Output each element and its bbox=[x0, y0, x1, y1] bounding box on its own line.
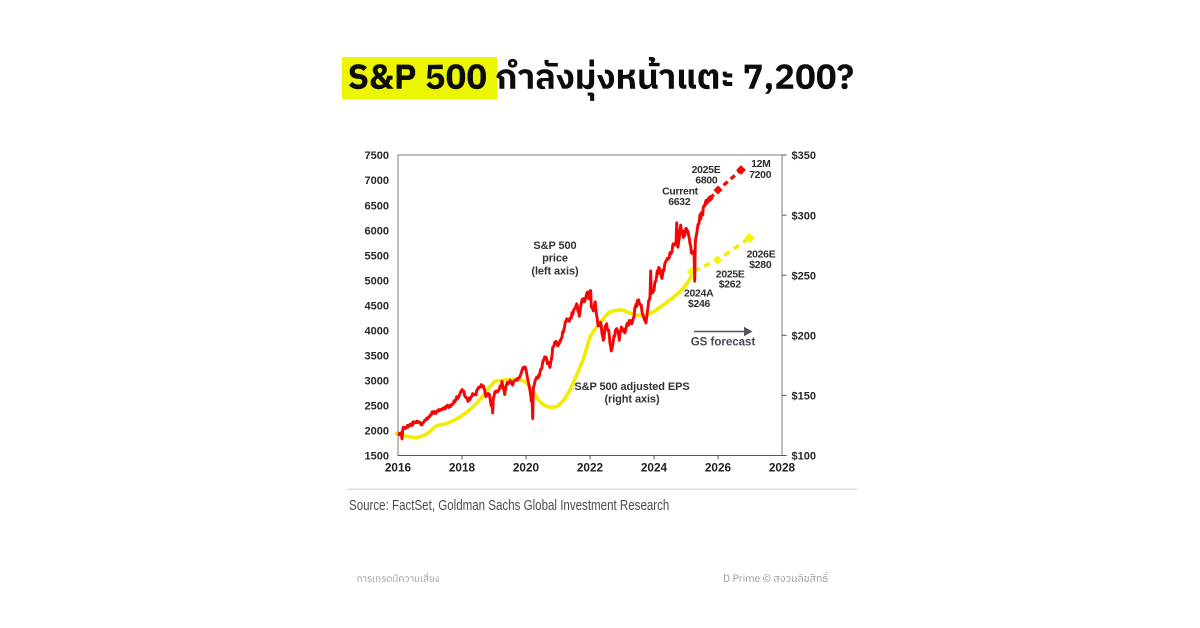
svg-text:2024: 2024 bbox=[641, 461, 668, 475]
svg-text:2026E: 2026E bbox=[747, 250, 776, 261]
svg-text:$350: $350 bbox=[792, 150, 816, 162]
svg-text:$250: $250 bbox=[792, 270, 816, 282]
svg-text:Current: Current bbox=[662, 186, 699, 197]
svg-text:$100: $100 bbox=[792, 451, 816, 463]
svg-text:5500: 5500 bbox=[365, 250, 389, 262]
svg-text:2016: 2016 bbox=[385, 461, 412, 475]
svg-text:GS forecast: GS forecast bbox=[691, 336, 756, 348]
svg-text:4000: 4000 bbox=[365, 326, 389, 338]
svg-text:(left axis): (left axis) bbox=[531, 265, 579, 277]
svg-text:2022: 2022 bbox=[577, 461, 604, 475]
svg-text:2026: 2026 bbox=[705, 461, 732, 475]
svg-text:$262: $262 bbox=[719, 280, 742, 291]
svg-text:S&P 500 adjusted EPS: S&P 500 adjusted EPS bbox=[574, 381, 689, 393]
svg-text:6500: 6500 bbox=[365, 200, 389, 212]
svg-text:7000: 7000 bbox=[365, 175, 389, 187]
svg-text:2500: 2500 bbox=[365, 401, 389, 413]
svg-text:4500: 4500 bbox=[365, 300, 389, 312]
svg-text:S&P 500: S&P 500 bbox=[533, 240, 576, 252]
svg-text:$300: $300 bbox=[792, 210, 816, 222]
svg-text:2020: 2020 bbox=[513, 461, 540, 475]
svg-text:2000: 2000 bbox=[365, 426, 389, 438]
svg-text:1500: 1500 bbox=[365, 451, 389, 463]
svg-text:3500: 3500 bbox=[365, 351, 389, 363]
svg-text:$280: $280 bbox=[749, 260, 772, 271]
svg-text:$200: $200 bbox=[792, 331, 816, 343]
svg-text:2028: 2028 bbox=[769, 461, 796, 475]
svg-text:6800: 6800 bbox=[695, 176, 718, 187]
svg-text:(right axis): (right axis) bbox=[604, 394, 659, 406]
svg-text:2018: 2018 bbox=[449, 461, 476, 475]
svg-text:12M: 12M bbox=[751, 159, 770, 170]
svg-text:2025E: 2025E bbox=[716, 270, 745, 281]
svg-text:6632: 6632 bbox=[668, 197, 691, 208]
svg-text:3000: 3000 bbox=[365, 376, 389, 388]
svg-text:$150: $150 bbox=[792, 391, 816, 403]
svg-text:5000: 5000 bbox=[365, 275, 389, 287]
svg-text:2025E: 2025E bbox=[692, 165, 721, 176]
svg-text:6000: 6000 bbox=[365, 225, 389, 237]
svg-text:$246: $246 bbox=[688, 299, 711, 310]
svg-text:price: price bbox=[542, 253, 568, 265]
svg-text:7200: 7200 bbox=[749, 170, 772, 181]
svg-text:2024A: 2024A bbox=[684, 289, 714, 300]
svg-text:7500: 7500 bbox=[365, 150, 389, 162]
